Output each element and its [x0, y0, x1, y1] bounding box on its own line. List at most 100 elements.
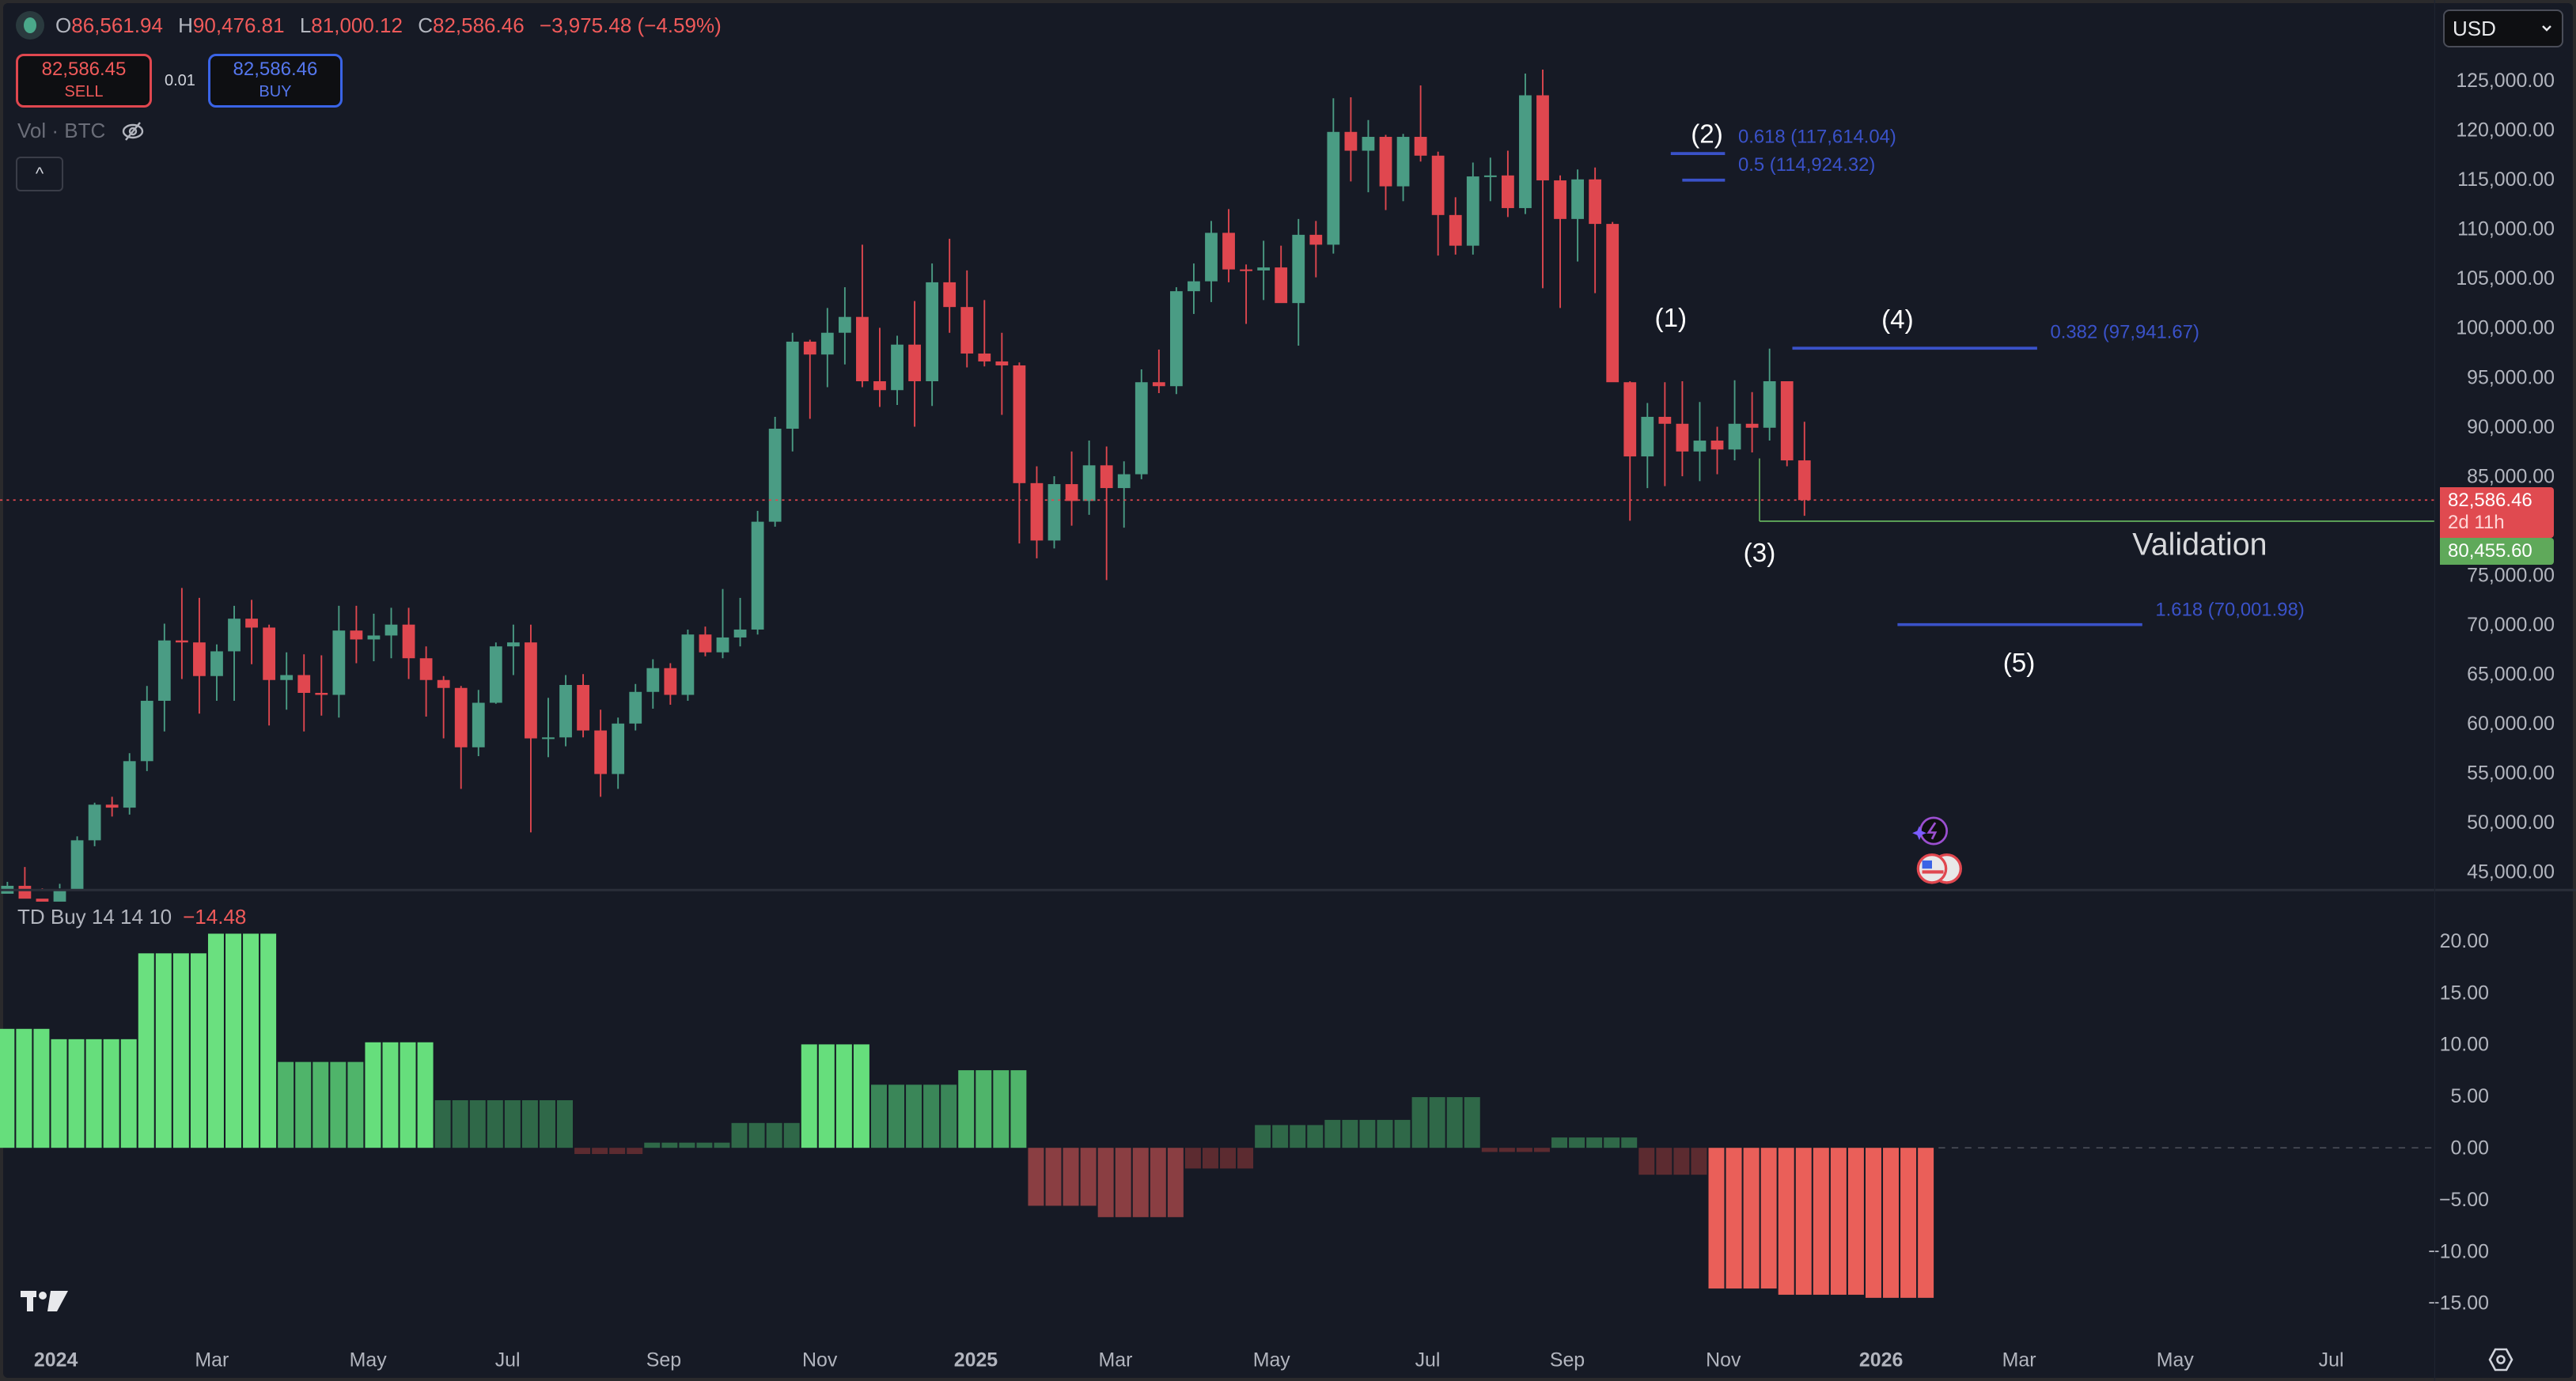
candle-body: [1728, 423, 1741, 450]
histogram-bar: [103, 1039, 119, 1148]
histogram-bar: [469, 1100, 486, 1148]
candle: [926, 263, 939, 407]
low-label: L: [299, 13, 312, 37]
candle-body: [367, 635, 381, 640]
ohlc-values: O86,561.94 H90,476.81 L81,000.12 C82,586…: [55, 13, 722, 38]
candle: [1449, 197, 1462, 255]
price-axis-tick: 55,000.00: [2467, 762, 2555, 785]
time-axis-label: Sep: [646, 1349, 681, 1371]
candle: [1169, 287, 1183, 395]
candle-body: [70, 840, 84, 891]
histogram-bar: [1290, 1125, 1306, 1148]
time-axis-label: May: [2157, 1349, 2195, 1371]
histogram-bar: [1691, 1148, 1707, 1175]
currency-select[interactable]: USD: [2443, 9, 2563, 47]
histogram-bar: [923, 1084, 940, 1148]
histogram-bar: [1377, 1119, 1393, 1148]
histogram-bar: [1272, 1125, 1289, 1148]
histogram-bar: [766, 1122, 782, 1148]
events-icons[interactable]: [1912, 816, 1963, 884]
candle: [210, 644, 223, 702]
flag-canton: [1922, 860, 1932, 869]
sell-button[interactable]: 82,586.45 SELL: [16, 54, 152, 108]
candle-body: [1292, 234, 1305, 304]
lightning-icon: [1926, 822, 1938, 840]
histogram-bar: [138, 953, 154, 1148]
histogram-bar: [1830, 1148, 1847, 1295]
candle: [1188, 263, 1200, 314]
candle: [1536, 69, 1549, 289]
candle-body: [1257, 267, 1271, 271]
histogram-bar: [0, 1028, 15, 1148]
histogram-bar: [993, 1070, 1010, 1148]
fib-05-label: 0.5 (114,924.32): [1738, 154, 1875, 176]
candle: [157, 623, 171, 732]
candle: [1710, 426, 1724, 475]
candle-body: [891, 344, 903, 391]
indicator-axis-tick: 15.00: [2440, 982, 2489, 1004]
candle-body: [1466, 176, 1479, 246]
histogram-bar: [748, 1122, 765, 1148]
histogram-bar: [539, 1100, 555, 1148]
histogram-bar: [783, 1122, 800, 1148]
time-axis-label: 2026: [1859, 1349, 1903, 1371]
histogram-bar: [1255, 1125, 1271, 1148]
candle-body: [960, 307, 974, 354]
candle: [960, 270, 974, 368]
candle: [1728, 380, 1741, 461]
candle-body: [1501, 175, 1514, 209]
histogram-bar: [1708, 1148, 1725, 1289]
eye-hidden-icon[interactable]: [121, 121, 145, 142]
histogram-bar: [696, 1142, 713, 1148]
price-axis-tick: 120,000.00: [2456, 119, 2555, 142]
histogram-bar: [330, 1061, 347, 1148]
candle: [18, 867, 32, 899]
candle: [506, 624, 520, 675]
time-axis-label: Nov: [802, 1349, 838, 1371]
candle: [803, 339, 816, 419]
candle-body: [472, 702, 485, 747]
collapse-legend-button[interactable]: ^: [16, 157, 63, 191]
candle-body: [157, 640, 171, 702]
histogram-bar: [313, 1061, 329, 1148]
histogram-bar: [1481, 1148, 1498, 1152]
histogram-bar: [16, 1028, 32, 1148]
time-axis-label: Mar: [195, 1349, 229, 1371]
time-axis-label: Mar: [1099, 1349, 1133, 1371]
candle-body: [123, 761, 136, 808]
histogram-bar: [1795, 1148, 1812, 1295]
candle-body: [245, 619, 258, 628]
candle: [1676, 380, 1689, 477]
histogram-bar: [870, 1084, 887, 1148]
candle: [1030, 466, 1044, 558]
candle: [891, 335, 903, 406]
trade-panel: 82,586.45 SELL 0.01 82,586.46 BUY: [16, 54, 343, 108]
sell-price: 82,586.45: [41, 59, 127, 80]
lightning-event-icon[interactable]: [1919, 816, 1949, 846]
candle: [1222, 209, 1235, 282]
sell-label: SELL: [64, 83, 104, 100]
histogram-bar: [1115, 1148, 1131, 1217]
time-axis-label: Jul: [1415, 1349, 1441, 1371]
histogram-bar: [260, 933, 277, 1148]
candle-body: [1414, 137, 1427, 156]
candle: [751, 510, 764, 635]
indicator-legend[interactable]: TD Buy 14 14 10 −14.48: [17, 905, 246, 929]
candle-body: [315, 693, 328, 695]
tradingview-logo-icon[interactable]: [19, 1288, 70, 1315]
buy-button[interactable]: 82,586.46 BUY: [207, 54, 343, 108]
candle-body: [1100, 465, 1113, 489]
candle-body: [53, 891, 66, 902]
candle-body: [210, 651, 223, 676]
wave-3-label: (3): [1744, 539, 1776, 568]
time-axis-label: Jul: [2319, 1349, 2344, 1371]
histogram-bar: [1847, 1148, 1864, 1295]
candle-body: [489, 646, 502, 703]
histogram-bar: [661, 1142, 678, 1148]
wave-5-label: (5): [2003, 649, 2036, 678]
histogram-bar: [434, 1100, 451, 1148]
spread-value: 0.01: [165, 71, 195, 89]
settings-gear-icon[interactable]: [2487, 1346, 2514, 1373]
candle: [1309, 221, 1323, 278]
